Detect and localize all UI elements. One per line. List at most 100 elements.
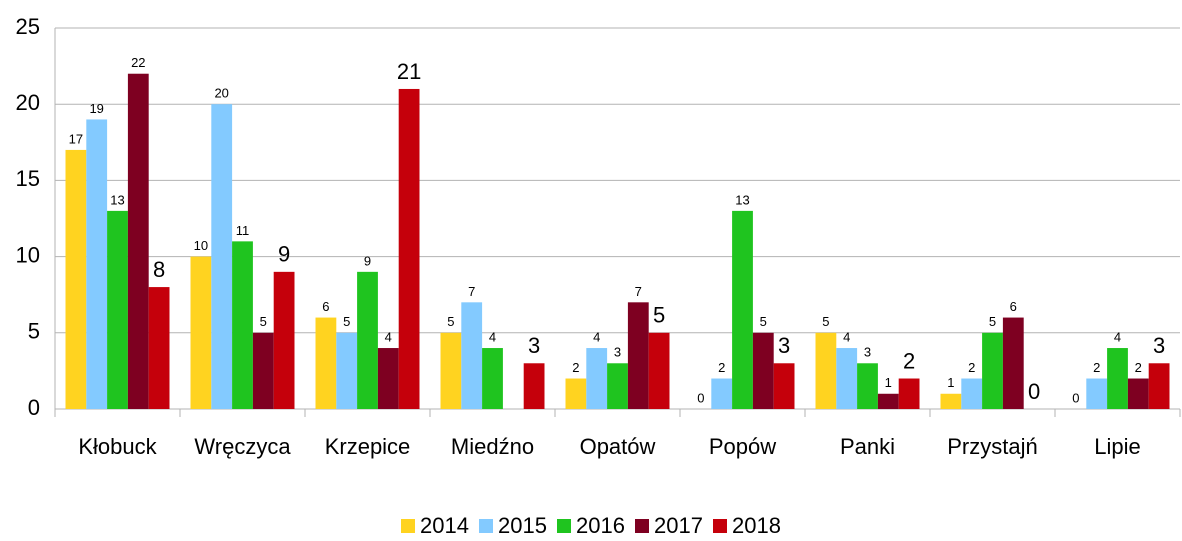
value-label: 6 bbox=[322, 299, 329, 314]
bar bbox=[357, 271, 378, 409]
bar bbox=[377, 348, 399, 409]
bar bbox=[732, 210, 753, 409]
x-tick-label: Kłobuck bbox=[78, 434, 157, 459]
legend-swatch bbox=[557, 519, 571, 533]
x-tick-label: Miedźno bbox=[451, 434, 534, 459]
bar bbox=[857, 363, 878, 409]
bar bbox=[565, 378, 587, 409]
value-label: 2 bbox=[903, 348, 915, 373]
bar bbox=[940, 393, 962, 409]
value-label: 5 bbox=[760, 314, 767, 329]
x-tick-label: Lipie bbox=[1094, 434, 1140, 459]
value-label: 5 bbox=[822, 314, 829, 329]
bar bbox=[1086, 378, 1108, 409]
value-label: 9 bbox=[364, 253, 371, 268]
bar bbox=[711, 378, 733, 409]
bar bbox=[273, 271, 295, 409]
value-label: 3 bbox=[614, 345, 621, 360]
bar bbox=[336, 332, 358, 409]
value-label: 0 bbox=[697, 390, 704, 405]
value-label: 17 bbox=[69, 131, 83, 146]
legend-label: 2018 bbox=[732, 513, 781, 538]
value-label: 2 bbox=[968, 360, 975, 375]
legend-label: 2014 bbox=[420, 513, 469, 538]
x-tick-label: Popów bbox=[709, 434, 776, 459]
value-label: 7 bbox=[635, 284, 642, 299]
bar bbox=[252, 332, 274, 409]
value-label: 19 bbox=[89, 101, 103, 116]
bar bbox=[461, 302, 483, 409]
value-label: 3 bbox=[778, 333, 790, 358]
bar bbox=[107, 210, 128, 409]
bar bbox=[982, 332, 1003, 409]
bar bbox=[482, 348, 503, 409]
value-label: 20 bbox=[214, 86, 228, 101]
bar bbox=[815, 332, 837, 409]
x-tick-label: Wręczyca bbox=[194, 434, 291, 459]
bar bbox=[752, 332, 774, 409]
value-label: 1 bbox=[885, 375, 892, 390]
bar bbox=[232, 241, 253, 409]
value-label: 2 bbox=[718, 360, 725, 375]
value-label: 6 bbox=[1010, 299, 1017, 314]
y-tick-label: 10 bbox=[16, 242, 40, 267]
bar bbox=[65, 149, 87, 410]
value-label: 4 bbox=[593, 329, 600, 344]
value-label: 4 bbox=[489, 329, 496, 344]
value-label: 22 bbox=[131, 55, 145, 70]
bar bbox=[523, 363, 545, 409]
x-tick-label: Krzepice bbox=[325, 434, 411, 459]
bar bbox=[898, 378, 920, 409]
legend-label: 2015 bbox=[498, 513, 547, 538]
y-tick-label: 20 bbox=[16, 90, 40, 115]
bar bbox=[398, 88, 420, 410]
bar bbox=[1107, 348, 1128, 409]
bar bbox=[127, 73, 149, 409]
bar bbox=[648, 332, 670, 409]
value-label: 5 bbox=[260, 314, 267, 329]
legend-swatch bbox=[713, 519, 727, 533]
bar bbox=[836, 348, 858, 409]
value-label: 2 bbox=[572, 360, 579, 375]
value-label: 4 bbox=[385, 329, 392, 344]
value-label: 4 bbox=[1114, 329, 1121, 344]
legend-swatch bbox=[401, 519, 415, 533]
value-label: 9 bbox=[278, 242, 290, 267]
value-label: 21 bbox=[397, 59, 421, 84]
value-label: 5 bbox=[989, 314, 996, 329]
bar bbox=[961, 378, 983, 409]
bar bbox=[1148, 363, 1170, 409]
value-label: 8 bbox=[153, 257, 165, 282]
x-tick-label: Opatów bbox=[580, 434, 656, 459]
x-tick-label: Panki bbox=[840, 434, 895, 459]
y-tick-label: 0 bbox=[28, 395, 40, 420]
legend-swatch bbox=[635, 519, 649, 533]
bar bbox=[773, 363, 795, 409]
bar bbox=[315, 317, 337, 409]
legend-label: 2017 bbox=[654, 513, 703, 538]
value-label: 7 bbox=[468, 284, 475, 299]
bar bbox=[190, 256, 212, 409]
value-label: 2 bbox=[1093, 360, 1100, 375]
bar bbox=[607, 363, 628, 409]
bar bbox=[627, 302, 649, 409]
y-tick-label: 15 bbox=[16, 166, 40, 191]
value-label: 3 bbox=[1153, 333, 1165, 358]
value-label: 2 bbox=[1135, 360, 1142, 375]
bar bbox=[1127, 378, 1149, 409]
value-label: 3 bbox=[528, 333, 540, 358]
x-tick-label: Przystajń bbox=[947, 434, 1037, 459]
legend-label: 2016 bbox=[576, 513, 625, 538]
value-label: 3 bbox=[864, 345, 871, 360]
value-label: 13 bbox=[110, 192, 124, 207]
bar bbox=[586, 348, 608, 409]
value-label: 0 bbox=[1028, 379, 1040, 404]
value-label: 4 bbox=[843, 329, 850, 344]
value-label: 13 bbox=[735, 192, 749, 207]
legend-swatch bbox=[479, 519, 493, 533]
value-label: 10 bbox=[194, 238, 208, 253]
value-label: 1 bbox=[947, 375, 954, 390]
bar bbox=[877, 393, 899, 409]
value-label: 11 bbox=[236, 223, 250, 238]
y-tick-label: 5 bbox=[28, 319, 40, 344]
